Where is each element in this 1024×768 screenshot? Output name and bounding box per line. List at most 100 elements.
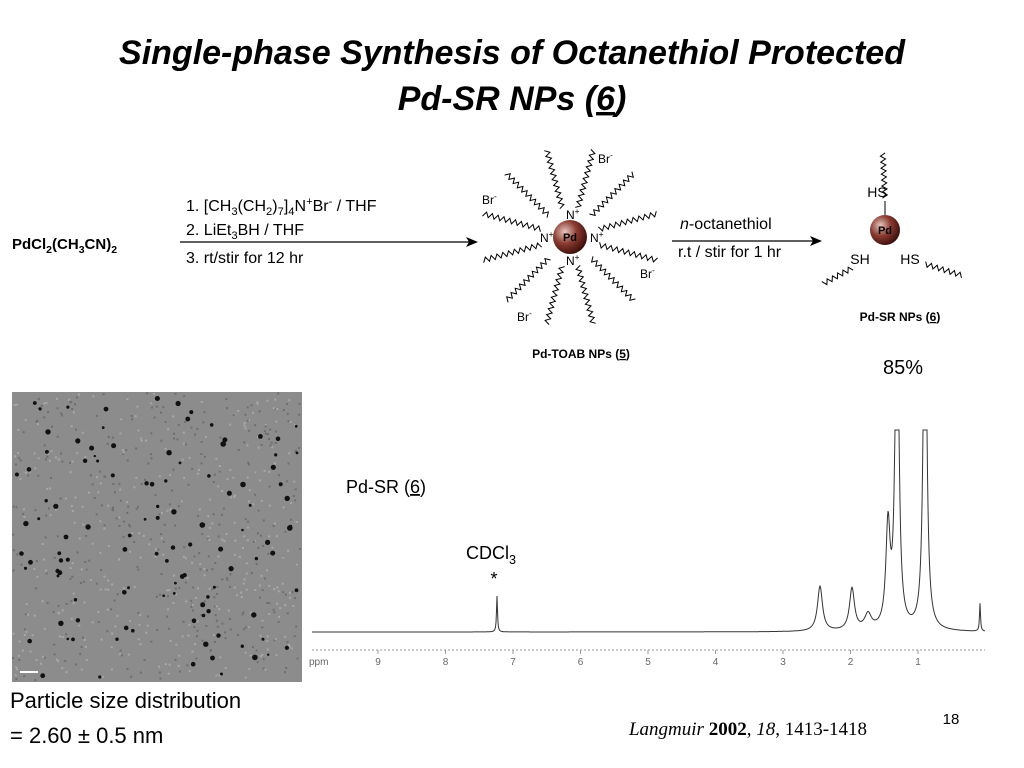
particle bbox=[218, 546, 224, 552]
grain bbox=[224, 637, 227, 640]
grain bbox=[187, 634, 190, 637]
grain bbox=[53, 556, 56, 559]
grain bbox=[244, 427, 247, 430]
grain bbox=[80, 568, 83, 571]
grain bbox=[107, 579, 110, 582]
grain bbox=[168, 589, 171, 592]
grain bbox=[197, 472, 200, 475]
grain bbox=[130, 675, 133, 678]
grain bbox=[184, 443, 187, 446]
alkyl-chain bbox=[483, 242, 543, 263]
grain bbox=[93, 497, 96, 499]
text-run: 18 bbox=[756, 719, 776, 740]
grain bbox=[126, 511, 129, 514]
grain bbox=[262, 667, 265, 670]
grain bbox=[61, 414, 64, 417]
grain bbox=[259, 634, 262, 637]
text-run: 1. [CH bbox=[186, 198, 231, 215]
grain bbox=[61, 609, 64, 612]
particle bbox=[110, 473, 115, 478]
grain bbox=[15, 678, 18, 681]
grain bbox=[194, 596, 197, 599]
grain bbox=[226, 578, 229, 581]
grain bbox=[12, 657, 14, 660]
grain bbox=[119, 653, 122, 656]
grain bbox=[33, 568, 36, 571]
grain bbox=[137, 568, 140, 571]
particle bbox=[228, 566, 234, 572]
grain bbox=[190, 426, 193, 429]
grain bbox=[287, 420, 290, 423]
grain bbox=[160, 439, 163, 442]
particle bbox=[122, 547, 128, 552]
grain bbox=[123, 587, 126, 590]
text-run: ] bbox=[284, 198, 288, 215]
grain bbox=[268, 584, 271, 587]
particle bbox=[75, 618, 81, 623]
grain bbox=[215, 593, 218, 595]
grain bbox=[133, 586, 136, 588]
grain bbox=[13, 404, 16, 406]
grain bbox=[75, 663, 77, 666]
grain bbox=[140, 437, 143, 440]
tick-label: 4 bbox=[713, 657, 719, 668]
particle bbox=[295, 451, 299, 455]
grain bbox=[204, 435, 207, 438]
grain bbox=[255, 649, 258, 652]
grain bbox=[258, 410, 261, 413]
grain bbox=[260, 443, 263, 446]
arrow-head bbox=[466, 237, 478, 247]
grain bbox=[294, 488, 297, 491]
grain bbox=[247, 461, 250, 464]
particle bbox=[154, 551, 159, 556]
grain bbox=[131, 418, 134, 421]
grain bbox=[107, 504, 110, 507]
grain bbox=[65, 633, 68, 636]
particle bbox=[248, 503, 252, 507]
grain bbox=[119, 432, 122, 435]
particle bbox=[155, 515, 160, 520]
grain bbox=[263, 469, 266, 472]
grain bbox=[131, 532, 134, 535]
grain bbox=[228, 585, 231, 588]
grain bbox=[247, 526, 249, 529]
grain bbox=[160, 512, 163, 515]
grain bbox=[37, 474, 40, 477]
grain bbox=[57, 604, 60, 607]
grain bbox=[218, 523, 221, 526]
grain bbox=[240, 591, 243, 594]
particle bbox=[206, 609, 211, 614]
grain bbox=[56, 435, 59, 438]
text-run: 5 bbox=[619, 347, 626, 361]
grain bbox=[243, 441, 246, 444]
grain bbox=[284, 604, 287, 607]
particle bbox=[82, 458, 88, 463]
particle bbox=[115, 637, 119, 641]
grain bbox=[50, 450, 53, 453]
grain bbox=[200, 401, 203, 403]
grain bbox=[267, 433, 269, 436]
text-run: Pd-SR NPs ( bbox=[860, 310, 930, 324]
text-run: CDCl bbox=[466, 543, 509, 563]
grain bbox=[143, 659, 146, 662]
text-run: 2002 bbox=[709, 719, 747, 740]
solvent-label: CDCl3 bbox=[466, 543, 516, 567]
grain bbox=[103, 575, 106, 578]
grain bbox=[29, 650, 32, 653]
grain bbox=[284, 593, 287, 596]
grain bbox=[61, 636, 64, 638]
particle bbox=[123, 625, 129, 631]
grain bbox=[201, 533, 204, 535]
particle bbox=[66, 405, 70, 409]
grain bbox=[74, 496, 77, 499]
grain bbox=[95, 513, 98, 516]
grain bbox=[246, 539, 249, 542]
grain bbox=[135, 447, 138, 450]
particle bbox=[122, 590, 127, 595]
grain bbox=[266, 635, 269, 638]
grain bbox=[58, 612, 61, 615]
particle bbox=[57, 570, 63, 576]
alkyl-chain bbox=[544, 150, 565, 210]
grain bbox=[265, 432, 267, 435]
